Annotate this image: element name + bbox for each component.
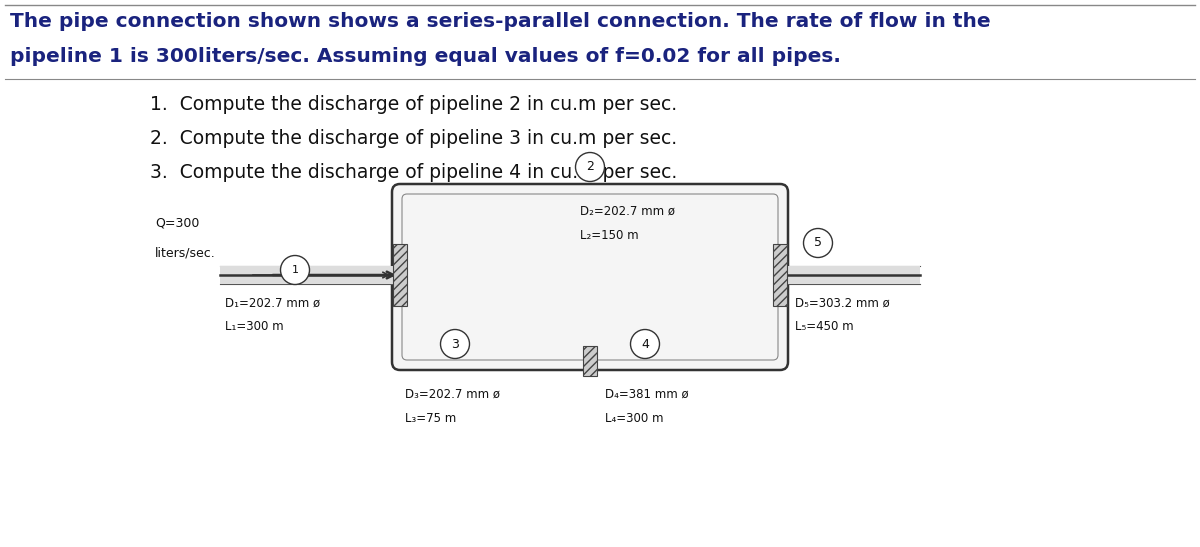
Circle shape bbox=[281, 255, 310, 284]
Text: L₂=150 m: L₂=150 m bbox=[580, 229, 638, 242]
Bar bbox=[773, 244, 787, 306]
Text: Q=300: Q=300 bbox=[155, 217, 199, 230]
Bar bbox=[787, 266, 920, 284]
Text: D₂=202.7 mm ø: D₂=202.7 mm ø bbox=[580, 205, 676, 218]
Text: 2.  Compute the discharge of pipeline 3 in cu.m per sec.: 2. Compute the discharge of pipeline 3 i… bbox=[150, 129, 677, 148]
Text: 5: 5 bbox=[814, 236, 822, 249]
Text: The pipe connection shown shows a series-parallel connection. The rate of flow i: The pipe connection shown shows a series… bbox=[10, 12, 991, 31]
FancyBboxPatch shape bbox=[392, 184, 788, 370]
Text: L₃=75 m: L₃=75 m bbox=[406, 411, 456, 424]
Text: D₄=381 mm ø: D₄=381 mm ø bbox=[605, 387, 689, 400]
Text: D₅=303.2 mm ø: D₅=303.2 mm ø bbox=[796, 296, 889, 310]
Bar bbox=[583, 346, 598, 376]
Text: 3.  Compute the discharge of pipeline 4 in cu.m per sec.: 3. Compute the discharge of pipeline 4 i… bbox=[150, 163, 677, 182]
Text: 1.  Compute the discharge of pipeline 2 in cu.m per sec.: 1. Compute the discharge of pipeline 2 i… bbox=[150, 95, 677, 114]
Text: 2: 2 bbox=[586, 160, 594, 173]
Text: D₃=202.7 mm ø: D₃=202.7 mm ø bbox=[406, 387, 500, 400]
Text: pipeline 1 is 300liters/sec. Assuming equal values of f=0.02 for all pipes.: pipeline 1 is 300liters/sec. Assuming eq… bbox=[10, 47, 841, 66]
Text: liters/sec.: liters/sec. bbox=[155, 247, 216, 259]
Circle shape bbox=[576, 153, 605, 182]
Text: 3: 3 bbox=[451, 337, 458, 351]
Text: 1: 1 bbox=[292, 265, 299, 275]
Circle shape bbox=[804, 229, 833, 258]
Text: L₄=300 m: L₄=300 m bbox=[605, 411, 664, 424]
Text: L₅=450 m: L₅=450 m bbox=[796, 321, 853, 334]
Bar bbox=[394, 244, 407, 306]
Circle shape bbox=[440, 329, 469, 358]
Text: D₁=202.7 mm ø: D₁=202.7 mm ø bbox=[226, 296, 320, 310]
Text: L₁=300 m: L₁=300 m bbox=[226, 321, 283, 334]
Text: 4: 4 bbox=[641, 337, 649, 351]
Bar bbox=[220, 266, 394, 284]
Circle shape bbox=[630, 329, 660, 358]
